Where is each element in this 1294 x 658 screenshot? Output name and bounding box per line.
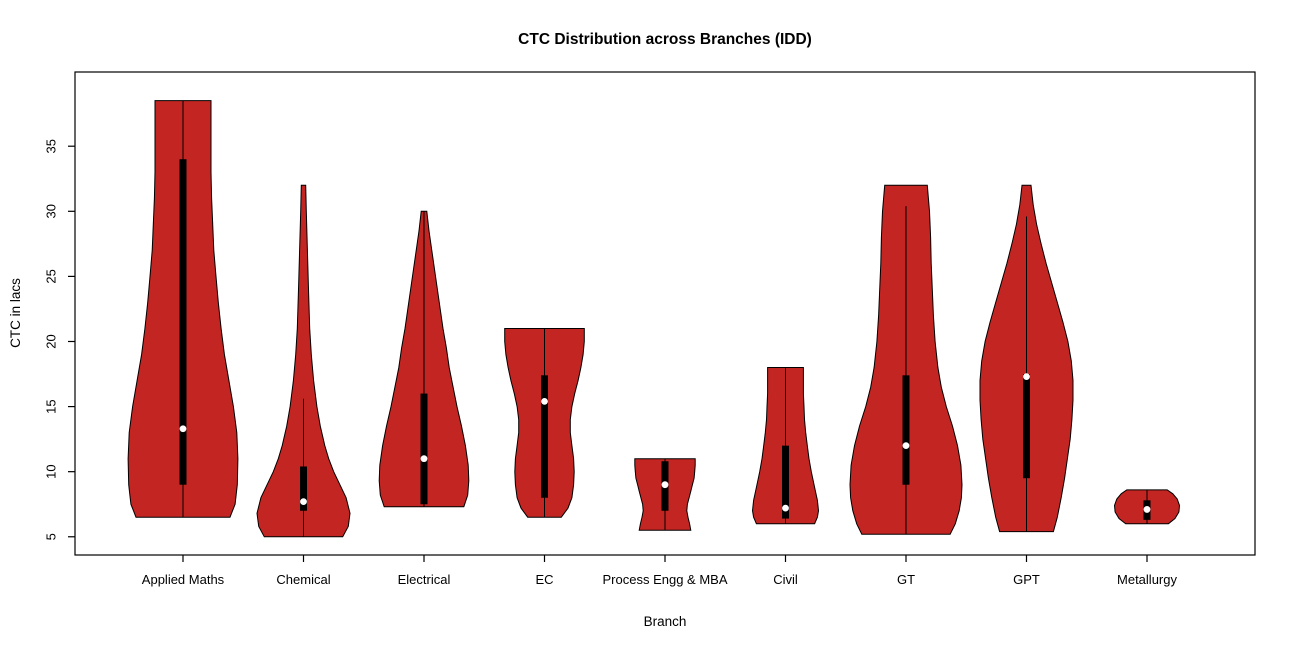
- y-tick-label: 15: [43, 399, 58, 413]
- iqr-box-civil: [782, 445, 789, 519]
- median-dot-process-engg-mba: [661, 481, 669, 489]
- x-tick-label-ec: EC: [535, 572, 553, 587]
- iqr-box-ec: [541, 375, 548, 498]
- y-tick-label: 35: [43, 139, 58, 153]
- y-tick-label: 20: [43, 334, 58, 348]
- median-dot-gpt: [1023, 373, 1030, 381]
- median-dot-applied-maths: [179, 425, 187, 433]
- iqr-box-chemical: [300, 466, 307, 511]
- y-tick-label: 25: [43, 269, 58, 283]
- median-dot-gt: [902, 442, 910, 450]
- y-tick-label: 5: [43, 533, 58, 540]
- median-dot-electrical: [420, 455, 428, 463]
- x-tick-label-applied-maths: Applied Maths: [142, 572, 225, 587]
- plot-region: 5 10 15 20 25 30 35 Applied Maths Chemical Electr…: [43, 100, 1181, 587]
- x-tick-label-civil: Civil: [773, 572, 798, 587]
- x-tick-label-process-engg-mba: Process Engg & MBA: [603, 572, 728, 587]
- x-tick-label-chemical: Chemical: [276, 572, 330, 587]
- median-dot-chemical: [300, 498, 307, 506]
- median-dot-ec: [541, 397, 548, 405]
- x-tick-label-metallurgy: Metallurgy: [1117, 572, 1177, 587]
- iqr-box-applied-maths: [179, 159, 187, 485]
- violin-chemical: [256, 184, 351, 538]
- y-tick-label: 10: [43, 464, 58, 478]
- x-tick-label-gt: GT: [897, 572, 915, 587]
- iqr-box-gt: [902, 375, 910, 485]
- iqr-box-gpt: [1023, 374, 1030, 479]
- median-dot-civil: [782, 504, 789, 512]
- median-dot-metallurgy: [1143, 506, 1151, 513]
- y-tick-label: 30: [43, 204, 58, 218]
- iqr-box-electrical: [420, 393, 428, 505]
- x-axis-label: Branch: [644, 614, 687, 629]
- y-axis-label: CTC in lacs: [8, 278, 23, 348]
- x-tick-label-gpt: GPT: [1013, 572, 1040, 587]
- x-tick-label-electrical: Electrical: [398, 572, 451, 587]
- plot-border-box: [74, 71, 1256, 556]
- chart-title: CTC Distribution across Branches (IDD): [518, 31, 812, 48]
